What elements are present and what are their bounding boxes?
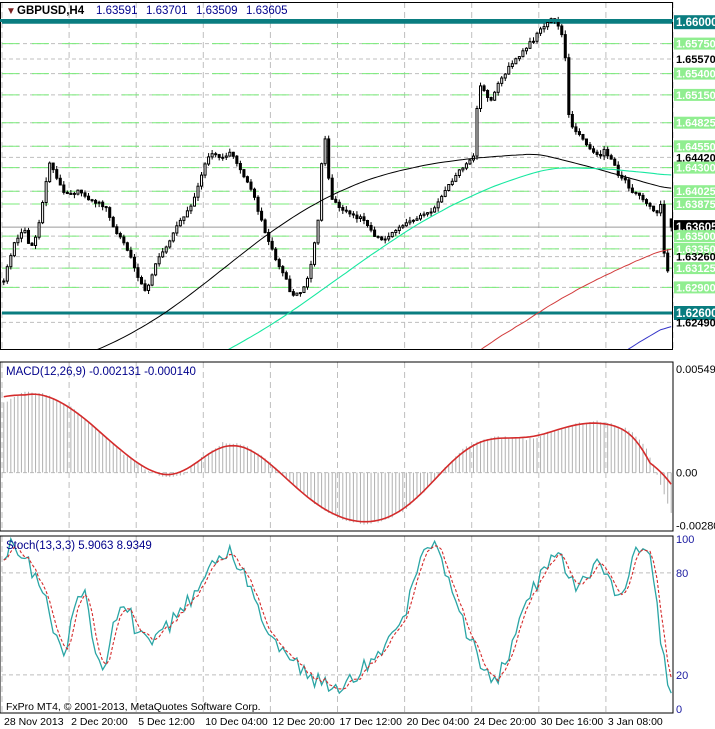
svg-text:-0.00280: -0.00280 [676,521,715,533]
svg-text:MACD(12,26,9) -0.002131 -0.000: MACD(12,26,9) -0.002131 -0.000140 [6,366,196,378]
svg-text:1.63500: 1.63500 [676,231,715,243]
svg-text:1.65400: 1.65400 [676,69,715,81]
svg-text:1.63509: 1.63509 [196,5,238,17]
svg-text:GBPUSD,H4: GBPUSD,H4 [17,5,85,17]
svg-text:10 Dec 04:00: 10 Dec 04:00 [205,716,268,728]
svg-text:1.65150: 1.65150 [676,90,715,102]
svg-text:0: 0 [676,704,682,716]
svg-text:1.63260: 1.63260 [676,252,715,264]
svg-text:80: 80 [676,568,688,580]
svg-text:100: 100 [676,534,694,546]
svg-text:20 Dec 04:00: 20 Dec 04:00 [407,716,470,728]
svg-text:2 Dec 20:00: 2 Dec 20:00 [71,716,128,728]
svg-text:1.66000: 1.66000 [676,17,715,29]
svg-text:1.63591: 1.63591 [96,5,138,17]
svg-text:30 Dec 16:00: 30 Dec 16:00 [541,716,604,728]
svg-text:1.65750: 1.65750 [676,39,715,51]
svg-text:1.63125: 1.63125 [676,263,715,275]
svg-text:▼: ▼ [6,6,16,17]
svg-text:1.63875: 1.63875 [676,199,715,211]
svg-text:3 Jan 08:00: 3 Jan 08:00 [608,716,663,728]
svg-text:5 Dec 12:00: 5 Dec 12:00 [138,716,195,728]
svg-text:24 Dec 20:00: 24 Dec 20:00 [474,716,537,728]
svg-text:28 Nov 2013: 28 Nov 2013 [4,716,64,728]
svg-text:1.63605: 1.63605 [246,5,288,17]
svg-text:1.64300: 1.64300 [676,163,715,175]
svg-text:0.00549: 0.00549 [676,364,715,376]
svg-text:20: 20 [676,670,688,682]
svg-text:17 Dec 12:00: 17 Dec 12:00 [340,716,403,728]
svg-text:Stoch(13,3,3) 5.9063 8.9349: Stoch(13,3,3) 5.9063 8.9349 [6,540,152,552]
svg-text:1.64825: 1.64825 [676,118,715,130]
svg-text:0.00: 0.00 [676,468,697,480]
svg-text:12 Dec 20:00: 12 Dec 20:00 [272,716,335,728]
svg-text:1.64025: 1.64025 [676,186,715,198]
svg-text:1.63701: 1.63701 [146,5,188,17]
svg-text:1.62900: 1.62900 [676,282,715,294]
svg-text:1.65570: 1.65570 [676,54,715,66]
svg-text:FxPro MT4, © 2001-2013, MetaQu: FxPro MT4, © 2001-2013, MetaQuotes Softw… [6,701,261,713]
svg-text:1.62490: 1.62490 [676,317,715,329]
